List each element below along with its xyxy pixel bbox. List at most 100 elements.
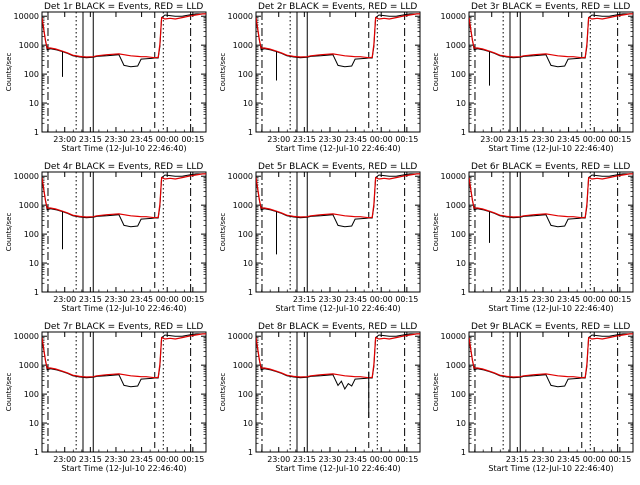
x-tick-label: 23:30 bbox=[104, 295, 127, 304]
y-tick-label: 10000 bbox=[441, 172, 466, 181]
plot-frame bbox=[255, 171, 421, 293]
y-tick-label: 10 bbox=[29, 419, 39, 428]
series-line-events bbox=[256, 173, 420, 228]
series-line-lld bbox=[469, 173, 633, 219]
panel-title: Det 1r BLACK = Events, RED = LLD bbox=[44, 2, 203, 12]
y-tick-label: 1 bbox=[248, 448, 253, 457]
plot-frame bbox=[41, 171, 207, 293]
x-tick-label: 00:15 bbox=[395, 295, 418, 304]
x-axis-label: Start Time (12-Jul-10 22:46:40) bbox=[61, 144, 186, 153]
x-tick-label: 00:15 bbox=[608, 135, 631, 144]
x-tick-label: 23:15 bbox=[506, 455, 529, 464]
x-tick-label: 23:45 bbox=[344, 135, 367, 144]
y-tick-label: 10 bbox=[243, 419, 253, 428]
x-tick-label: 00:00 bbox=[156, 455, 179, 464]
series-line-lld bbox=[42, 173, 206, 219]
y-tick-label: 10 bbox=[456, 419, 466, 428]
y-tick-label: 10000 bbox=[14, 172, 39, 181]
series-group bbox=[42, 333, 206, 388]
x-axis-label: Start Time (12-Jul-10 22:46:40) bbox=[488, 304, 613, 313]
series-line-events bbox=[469, 173, 633, 228]
x-tick-label: 23:30 bbox=[531, 455, 554, 464]
plot-frame bbox=[468, 171, 634, 293]
series-group bbox=[256, 13, 420, 81]
plot-frame bbox=[468, 331, 634, 453]
y-axis-label: Counts/sec bbox=[219, 373, 227, 412]
y-tick-label: 1000 bbox=[233, 41, 253, 50]
y-tick-label: 100 bbox=[238, 230, 253, 239]
y-tick-label: 10000 bbox=[14, 332, 39, 341]
x-tick-label: 23:15 bbox=[506, 135, 529, 144]
x-tick-label: 23:30 bbox=[531, 295, 554, 304]
y-tick-label: 10 bbox=[29, 259, 39, 268]
y-tick-label: 10 bbox=[243, 99, 253, 108]
x-tick-label: 23:00 bbox=[267, 135, 290, 144]
x-tick-label: 00:00 bbox=[583, 135, 606, 144]
x-axis-label: Start Time (12-Jul-10 22:46:40) bbox=[488, 464, 613, 473]
x-tick-label: 23:15 bbox=[506, 295, 529, 304]
x-tick-label: 23:15 bbox=[79, 295, 102, 304]
panel-5r: 1 10 100 1000 10000 23:15 23:30 23:45 00:00 00:15… bbox=[219, 162, 421, 313]
panel-8r: 1 10 100 1000 10000 23:00 23:15 23:30 23:45 00:00… bbox=[219, 322, 421, 473]
x-tick-label: 23:30 bbox=[318, 135, 341, 144]
series-line-events bbox=[469, 333, 633, 388]
x-tick-label: 23:15 bbox=[79, 455, 102, 464]
y-tick-label: 1000 bbox=[233, 361, 253, 370]
x-tick-label: 00:00 bbox=[370, 295, 393, 304]
x-tick-label: 23:00 bbox=[480, 135, 503, 144]
x-tick-label: 00:15 bbox=[395, 455, 418, 464]
y-tick-label: 1000 bbox=[446, 41, 466, 50]
x-tick-label: 23:45 bbox=[557, 135, 580, 144]
panel-title: Det 4r BLACK = Events, RED = LLD bbox=[44, 162, 203, 172]
x-tick-label: 23:30 bbox=[318, 455, 341, 464]
panel-4r: 1 10 100 1000 10000 23:00 23:15 23:30 23:45 00:00… bbox=[5, 162, 207, 313]
y-tick-label: 100 bbox=[451, 390, 466, 399]
x-axis-label: Start Time (12-Jul-10 22:46:40) bbox=[61, 304, 186, 313]
x-tick-label: 00:15 bbox=[395, 135, 418, 144]
x-tick-label: 23:30 bbox=[318, 295, 341, 304]
series-line-lld bbox=[256, 13, 420, 59]
y-tick-label: 1000 bbox=[446, 201, 466, 210]
panel-title: Det 7r BLACK = Events, RED = LLD bbox=[44, 322, 203, 332]
x-tick-label: 23:15 bbox=[79, 135, 102, 144]
series-group bbox=[256, 333, 420, 418]
x-tick-label: 23:45 bbox=[557, 455, 580, 464]
panel-2r: 1 10 100 1000 10000 23:00 23:15 23:30 23:45 00:00… bbox=[219, 2, 421, 153]
y-tick-label: 10000 bbox=[228, 332, 253, 341]
y-tick-label: 10000 bbox=[14, 12, 39, 21]
x-tick-label: 00:00 bbox=[583, 295, 606, 304]
x-axis-label: Start Time (12-Jul-10 22:46:40) bbox=[275, 304, 400, 313]
x-tick-label: 23:45 bbox=[344, 295, 367, 304]
x-tick-label: 00:15 bbox=[608, 295, 631, 304]
x-tick-label: 23:45 bbox=[130, 455, 153, 464]
y-tick-label: 100 bbox=[238, 390, 253, 399]
y-axis-label: Counts/sec bbox=[5, 53, 13, 92]
y-tick-label: 1 bbox=[248, 128, 253, 137]
y-tick-label: 1 bbox=[461, 288, 466, 297]
x-axis-label: Start Time (12-Jul-10 22:46:40) bbox=[488, 144, 613, 153]
series-group bbox=[469, 13, 633, 86]
x-tick-label: 23:45 bbox=[130, 135, 153, 144]
series-group bbox=[469, 333, 633, 388]
panel-title: Det 8r BLACK = Events, RED = LLD bbox=[258, 322, 417, 332]
y-tick-label: 1 bbox=[34, 448, 39, 457]
y-tick-label: 1000 bbox=[446, 361, 466, 370]
plot-frame bbox=[255, 331, 421, 453]
y-tick-label: 100 bbox=[24, 390, 39, 399]
x-tick-label: 00:00 bbox=[583, 455, 606, 464]
y-tick-label: 1 bbox=[248, 288, 253, 297]
x-tick-label: 23:00 bbox=[53, 135, 76, 144]
y-axis-label: Counts/sec bbox=[5, 373, 13, 412]
y-axis-label: Counts/sec bbox=[219, 53, 227, 92]
x-tick-label: 00:00 bbox=[156, 135, 179, 144]
plot-frame bbox=[41, 331, 207, 453]
x-tick-label: 23:30 bbox=[531, 135, 554, 144]
series-line-events bbox=[42, 333, 206, 388]
panel-1r: 1 10 100 1000 10000 23:00 23:15 23:30 23:45 00:00… bbox=[5, 2, 207, 153]
panel-title: Det 6r BLACK = Events, RED = LLD bbox=[471, 162, 630, 172]
y-tick-label: 1 bbox=[461, 448, 466, 457]
panel-title: Det 5r BLACK = Events, RED = LLD bbox=[258, 162, 417, 172]
x-axis-label: Start Time (12-Jul-10 22:46:40) bbox=[275, 144, 400, 153]
y-axis-label: Counts/sec bbox=[219, 213, 227, 252]
